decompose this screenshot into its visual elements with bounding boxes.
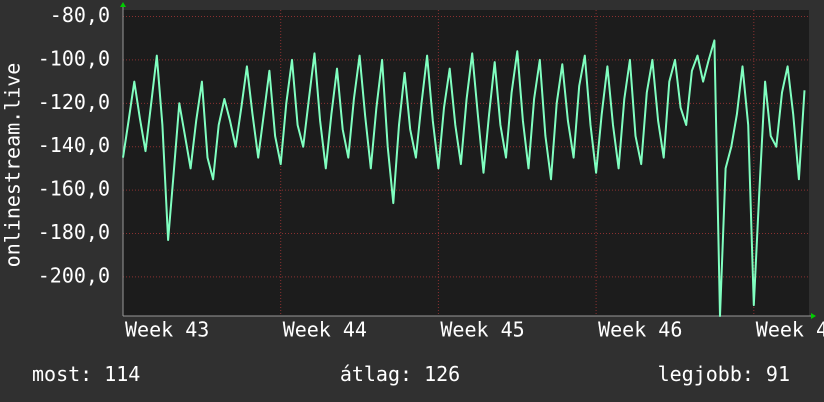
line (122, 39, 806, 317)
x-tick-label: Week 46 (598, 318, 682, 342)
x-tick-label: Week 44 (283, 318, 367, 342)
stat: átlag: 126 (340, 362, 460, 386)
axis-arrow (811, 313, 816, 319)
y-tick-label: -140,0 (38, 133, 110, 157)
y-tick-label: -200,0 (38, 263, 110, 287)
stat-label: átlag: (340, 362, 412, 386)
stat-label: most: (32, 362, 92, 386)
stat-value: 91 (766, 362, 790, 386)
x-tick-label: Week 43 (125, 318, 209, 342)
y-tick-label: -180,0 (38, 220, 110, 244)
stat-label: legjobb: (658, 362, 754, 386)
y-axis-title: onlinestream.live (1, 63, 25, 268)
y-tick-label: -120,0 (38, 90, 110, 114)
x-tick-label: Week 45 (440, 318, 524, 342)
y-tick-label: -100,0 (38, 46, 110, 70)
y-tick-label: -160,0 (38, 177, 110, 201)
axis-arrow (120, 2, 126, 7)
x-tick-label: Week 47 (756, 318, 824, 342)
plot-area (123, 10, 809, 316)
stat-value: 114 (104, 362, 140, 386)
stat-value: 126 (424, 362, 460, 386)
stat: legjobb: 91 (658, 362, 790, 386)
stat: most: 114 (32, 362, 140, 386)
y-tick-label: -80,0 (50, 3, 110, 27)
